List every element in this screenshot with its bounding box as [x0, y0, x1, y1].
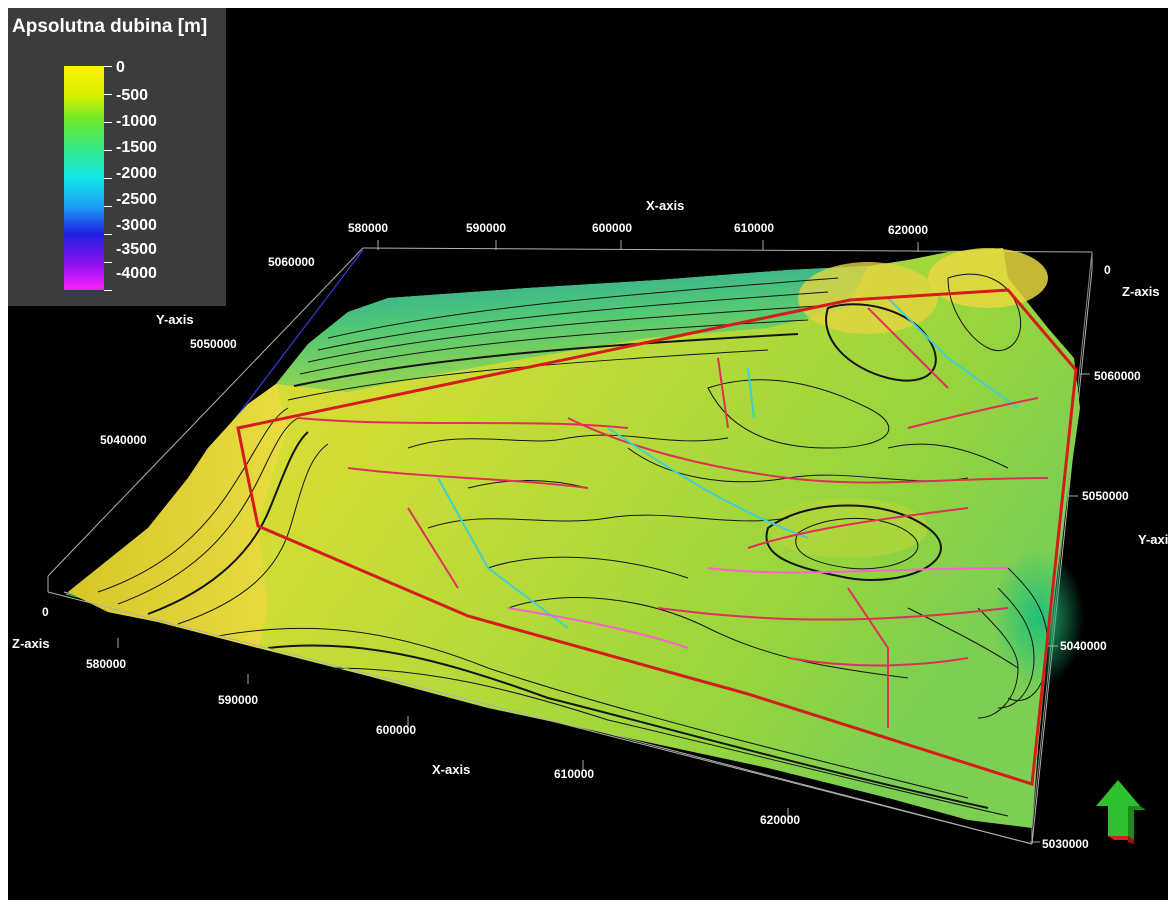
- legend-tick: [104, 94, 112, 95]
- x-tick-bottom-5: 620000: [760, 813, 800, 827]
- x-axis-title-top: X-axis: [646, 198, 684, 213]
- z-axis-title-left: Z-axis: [12, 636, 50, 651]
- surface-scene[interactable]: 580000 590000 600000 610000 620000 X-axi…: [8, 8, 1168, 900]
- y-tick-left-3: 5040000: [100, 433, 147, 447]
- y-tick-left-1: 5060000: [268, 255, 315, 269]
- x-axis-back-ticks: [377, 240, 919, 252]
- legend-tick: [104, 234, 112, 235]
- legend-label-3000: -3000: [116, 217, 157, 234]
- x-tick-top-2: 590000: [466, 221, 506, 235]
- x-axis-front-ticks: [117, 638, 789, 818]
- legend-label-2500: -2500: [116, 191, 157, 208]
- x-tick-bottom-3: 600000: [376, 723, 416, 737]
- legend-label-4000: -4000: [116, 265, 157, 282]
- legend-label-0: 0: [116, 59, 125, 76]
- x-tick-bottom-4: 610000: [554, 767, 594, 781]
- y-tick-right-2: 5050000: [1082, 489, 1129, 503]
- legend-color-bar: [64, 66, 104, 290]
- y-axis-title-right: Y-axis: [1138, 532, 1168, 547]
- x-tick-bottom-1: 580000: [86, 657, 126, 671]
- y-axis-back-line: [227, 249, 364, 429]
- contour-lines: [97, 273, 1049, 817]
- area-boundary: [236, 288, 1078, 786]
- fault-lines: [297, 297, 1049, 728]
- y-tick-right-4: 5030000: [1042, 837, 1089, 851]
- legend-tick: [104, 206, 112, 207]
- color-legend: Apsolutna dubina [m] 0 -500 -1000 -1500 …: [8, 8, 226, 306]
- legend-tick: [104, 66, 112, 67]
- x-tick-bottom-2: 590000: [218, 693, 258, 707]
- legend-tick: [104, 122, 112, 123]
- legend-label-1000: -1000: [116, 113, 157, 130]
- y-tick-right-1: 5060000: [1094, 369, 1141, 383]
- 3d-viewport[interactable]: 580000 590000 600000 610000 620000 X-axi…: [8, 8, 1168, 900]
- y-tick-left-2: 5050000: [190, 337, 237, 351]
- x-tick-top-4: 610000: [734, 221, 774, 235]
- axis-labels: 580000 590000 600000 610000 620000 X-axi…: [12, 198, 1168, 851]
- legend-tick: [104, 150, 112, 151]
- legend-label-3500: -3500: [116, 241, 157, 258]
- z-tick-right: 0: [1104, 263, 1111, 277]
- legend-tick: [104, 262, 112, 263]
- y-axis-title-left: Y-axis: [156, 312, 194, 327]
- x-tick-top-3: 600000: [592, 221, 632, 235]
- bounding-box-front: [47, 591, 1033, 845]
- x-axis-title-bottom: X-axis: [432, 762, 470, 777]
- legend-label-1500: -1500: [116, 139, 157, 156]
- y-axis-right-ticks: [1030, 373, 1090, 843]
- legend-tick: [104, 178, 112, 179]
- legend-label-2000: -2000: [116, 165, 157, 182]
- legend-label-500: -500: [116, 87, 149, 104]
- z-tick-left: 0: [42, 605, 49, 619]
- legend-tick: [104, 290, 112, 291]
- x-tick-top-1: 580000: [348, 221, 388, 235]
- north-arrow-icon[interactable]: [1096, 780, 1146, 844]
- z-axis-title-right: Z-axis: [1122, 284, 1160, 299]
- x-tick-top-5: 620000: [888, 223, 928, 237]
- legend-title: Apsolutna dubina [m]: [12, 16, 208, 37]
- y-tick-right-3: 5040000: [1060, 639, 1107, 653]
